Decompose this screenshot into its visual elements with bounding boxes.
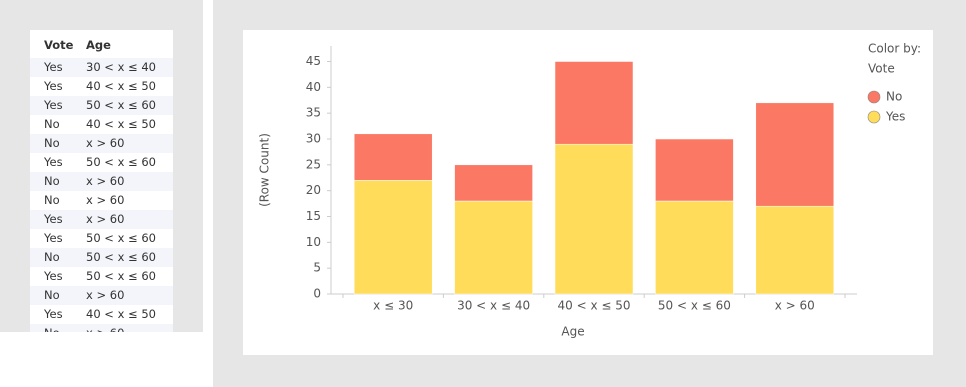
y-tick-label: 35 [306, 106, 321, 120]
table-cell: No [44, 117, 60, 131]
table-cell: No [44, 250, 60, 264]
bar-segment [554, 143, 634, 295]
table-cell: No [30, 324, 86, 332]
bar-segment [655, 138, 734, 202]
table-row: Yes 40 < x ≤ 50 [30, 77, 173, 96]
table-cell: x > 60 [86, 174, 125, 188]
legend-swatch [867, 90, 881, 104]
table-cell: 50 < x ≤ 60 [86, 98, 156, 112]
bar-segment [353, 180, 433, 295]
y-tick-label: 0 [313, 287, 321, 301]
table-cell: Yes [44, 307, 63, 321]
bar-segment [454, 164, 533, 202]
table-cell: 30 < x ≤ 40 [86, 60, 156, 74]
table-cell: Yes [44, 269, 63, 283]
table-cell: Yes [44, 231, 63, 245]
bar-segment [554, 61, 634, 145]
table-row: Yes x > 60 [30, 210, 173, 229]
table-cell: x > 60 [86, 136, 125, 150]
bar-segment [755, 205, 835, 295]
x-tick-label: 30 < x ≤ 40 [457, 299, 530, 313]
y-tick-label: 45 [306, 54, 321, 68]
table-cell: Yes [44, 155, 63, 169]
y-tick-label: 30 [306, 132, 321, 146]
table-cell: x > 60 [86, 212, 125, 226]
y-tick-label: 10 [306, 235, 321, 249]
chart: (Row Count) Age Color by: Vote 0 5 10 15 20 2… [243, 30, 933, 355]
y-tick-label: 5 [313, 261, 321, 275]
table-row: Yes 50 < x ≤ 60 [30, 267, 173, 286]
bar-segment [755, 102, 835, 207]
table-cell: Age [86, 38, 111, 52]
bar-segment [655, 200, 734, 295]
table-cell: 50 < x ≤ 60 [86, 155, 156, 169]
bar-segment [353, 133, 433, 181]
x-tick-label: x ≤ 30 [373, 299, 413, 313]
table-cell: No [44, 174, 60, 188]
x-tick-label: 40 < x ≤ 50 [557, 299, 630, 313]
table-cell: x > 60 [86, 324, 173, 332]
table-cell: Yes [44, 212, 63, 226]
legend-label: No [886, 90, 902, 104]
table-row: No x > 60 [30, 191, 173, 210]
table-row: Vote Age [30, 30, 173, 58]
table-cell: No [44, 136, 60, 150]
y-tick-label: 20 [306, 183, 321, 197]
table-cell: 40 < x ≤ 50 [86, 307, 156, 321]
bar-segment [454, 200, 533, 295]
legend-swatch [867, 110, 881, 124]
table-cell: x > 60 [86, 193, 125, 207]
table-row: No x > 60 [30, 172, 173, 191]
table-cell: 50 < x ≤ 60 [86, 231, 156, 245]
y-axis-label: (Row Count) [258, 133, 272, 207]
table-cell: No [44, 193, 60, 207]
table-row: No x > 60 [30, 286, 173, 305]
legend-title: Color by: [868, 42, 921, 56]
table-cell: x > 60 [86, 288, 125, 302]
table-row: No 50 < x ≤ 60 [30, 248, 173, 267]
table-cell: 50 < x ≤ 60 [86, 250, 156, 264]
data-table: Vote Age Yes 30 < x ≤ 40 Yes 40 < x ≤ 50 Yes 50… [30, 30, 173, 332]
table-panel: Vote Age Yes 30 < x ≤ 40 Yes 40 < x ≤ 50 Yes 50… [0, 0, 203, 332]
y-tick-label: 40 [306, 80, 321, 94]
y-tick-label: 25 [306, 157, 321, 171]
table-row: Yes 30 < x ≤ 40 [30, 58, 173, 77]
table-row: Nox > 60 [30, 324, 173, 332]
table-cell: 50 < x ≤ 60 [86, 269, 156, 283]
y-tick-label: 15 [306, 209, 321, 223]
table-row: Yes 50 < x ≤ 60 [30, 153, 173, 172]
table-cell: No [44, 288, 60, 302]
x-axis-label: Age [561, 325, 584, 339]
table-cell: Yes [44, 79, 63, 93]
table-cell: Vote [44, 38, 74, 52]
table-row: Yes 50 < x ≤ 60 [30, 96, 173, 115]
table-cell: Yes [44, 98, 63, 112]
table-row: No x > 60 [30, 134, 173, 153]
table-cell: 40 < x ≤ 50 [86, 117, 156, 131]
table-cell: 40 < x ≤ 50 [86, 79, 156, 93]
legend-label: Yes [885, 110, 905, 124]
table-cell: Yes [44, 60, 63, 74]
legend-subtitle: Vote [868, 62, 895, 76]
x-tick-label: 50 < x ≤ 60 [658, 299, 731, 313]
table-row: No 40 < x ≤ 50 [30, 115, 173, 134]
table-row: Yes 40 < x ≤ 50 [30, 305, 173, 324]
x-tick-label: x > 60 [775, 299, 815, 313]
table-row: Yes 50 < x ≤ 60 [30, 229, 173, 248]
